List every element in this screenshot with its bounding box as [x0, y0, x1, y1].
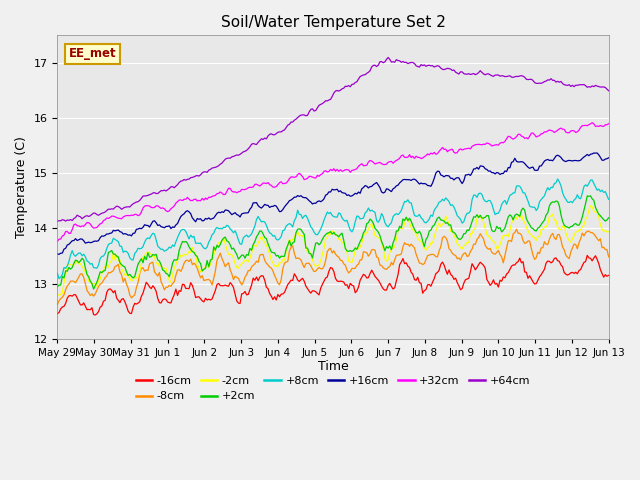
- Legend: -16cm, -8cm, -2cm, +2cm, +8cm, +16cm, +32cm, +64cm: -16cm, -8cm, -2cm, +2cm, +8cm, +16cm, +3…: [131, 372, 534, 406]
- Line: +2cm: +2cm: [58, 196, 609, 289]
- +16cm: [593, 150, 601, 156]
- +32cm: [504, 133, 512, 139]
- -16cm: [177, 288, 185, 294]
- +16cm: [55, 252, 63, 257]
- +32cm: [175, 197, 183, 203]
- +8cm: [365, 205, 372, 211]
- -2cm: [513, 216, 520, 222]
- -8cm: [511, 230, 518, 236]
- +2cm: [605, 215, 612, 221]
- Line: -2cm: -2cm: [58, 206, 609, 295]
- -2cm: [506, 228, 514, 233]
- +64cm: [175, 180, 183, 185]
- -16cm: [220, 283, 227, 288]
- Line: +32cm: +32cm: [58, 123, 609, 241]
- +2cm: [177, 243, 185, 249]
- +8cm: [55, 276, 63, 282]
- -2cm: [55, 292, 63, 298]
- +2cm: [365, 220, 372, 226]
- +16cm: [513, 158, 520, 164]
- +64cm: [506, 73, 514, 79]
- +64cm: [513, 73, 520, 79]
- +64cm: [60, 217, 68, 223]
- +64cm: [384, 55, 392, 60]
- +16cm: [365, 185, 372, 191]
- +32cm: [588, 120, 596, 126]
- +2cm: [60, 275, 68, 281]
- +2cm: [506, 212, 514, 218]
- +8cm: [513, 183, 520, 189]
- +2cm: [90, 286, 97, 292]
- +64cm: [54, 218, 61, 224]
- +8cm: [54, 271, 61, 276]
- -16cm: [92, 312, 99, 318]
- -2cm: [605, 229, 612, 235]
- -8cm: [605, 254, 612, 260]
- +16cm: [54, 251, 61, 257]
- -8cm: [175, 267, 183, 273]
- +32cm: [605, 121, 612, 127]
- -8cm: [54, 301, 61, 307]
- X-axis label: Time: Time: [317, 360, 348, 373]
- -2cm: [177, 252, 185, 258]
- +2cm: [513, 211, 520, 217]
- +32cm: [218, 190, 226, 196]
- +64cm: [218, 160, 226, 166]
- Line: +16cm: +16cm: [58, 153, 609, 254]
- -2cm: [54, 291, 61, 297]
- -16cm: [506, 266, 514, 272]
- -2cm: [365, 226, 372, 232]
- +8cm: [506, 192, 514, 198]
- -8cm: [504, 238, 512, 244]
- -2cm: [220, 235, 227, 241]
- +32cm: [60, 232, 68, 238]
- -8cm: [60, 292, 68, 298]
- +32cm: [511, 135, 518, 141]
- -8cm: [513, 227, 520, 232]
- +8cm: [62, 265, 70, 271]
- +8cm: [605, 196, 612, 202]
- +16cm: [605, 155, 612, 161]
- +16cm: [62, 245, 70, 251]
- +16cm: [220, 209, 227, 215]
- +2cm: [54, 284, 61, 289]
- Y-axis label: Temperature (C): Temperature (C): [15, 136, 28, 238]
- -16cm: [365, 275, 372, 281]
- -8cm: [363, 250, 371, 255]
- +16cm: [177, 214, 185, 219]
- Title: Soil/Water Temperature Set 2: Soil/Water Temperature Set 2: [221, 15, 445, 30]
- +8cm: [177, 228, 185, 234]
- Line: +8cm: +8cm: [58, 179, 609, 279]
- -2cm: [62, 272, 70, 278]
- -16cm: [605, 273, 612, 278]
- +2cm: [220, 235, 227, 241]
- -16cm: [54, 311, 61, 316]
- -8cm: [218, 256, 226, 262]
- Line: -8cm: -8cm: [58, 229, 609, 304]
- +32cm: [363, 162, 371, 168]
- +64cm: [363, 71, 371, 76]
- -16cm: [60, 303, 68, 309]
- Line: -16cm: -16cm: [58, 255, 609, 315]
- +8cm: [220, 224, 227, 230]
- Line: +64cm: +64cm: [58, 58, 609, 221]
- +32cm: [54, 238, 61, 244]
- +64cm: [605, 88, 612, 94]
- +2cm: [587, 193, 595, 199]
- -16cm: [584, 252, 591, 258]
- Text: EE_met: EE_met: [68, 48, 116, 60]
- +8cm: [554, 176, 561, 182]
- -16cm: [513, 260, 520, 265]
- +16cm: [506, 165, 514, 171]
- -2cm: [587, 203, 595, 209]
